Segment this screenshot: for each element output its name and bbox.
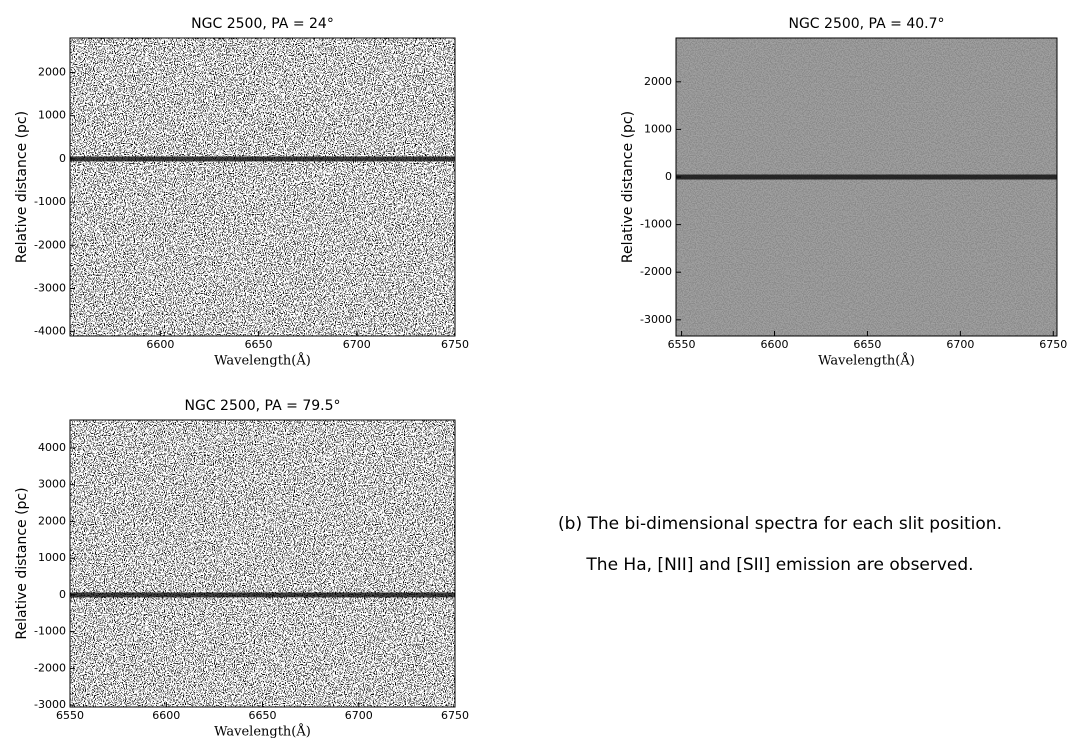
x-tick-label: 6700	[343, 338, 371, 351]
y-tick-label: -3000	[34, 698, 66, 711]
chart-title: NGC 2500, PA = 79.5°	[184, 398, 340, 414]
x-axis-label: Wavelength(Å)	[214, 724, 311, 740]
x-tick-label: 6550	[56, 709, 84, 722]
y-tick-label: 0	[59, 152, 66, 165]
chart-title: NGC 2500, PA = 40.7°	[788, 16, 944, 32]
y-tick-label: -1000	[34, 625, 66, 638]
x-tick-label: 6650	[249, 709, 277, 722]
x-axis-label: Wavelength(Å)	[214, 353, 311, 369]
y-tick-label: -4000	[34, 325, 66, 338]
plot-frame	[675, 37, 1058, 337]
plot-frame	[69, 37, 456, 337]
y-tick-label: -3000	[34, 281, 66, 294]
continuum-band	[676, 174, 1057, 180]
y-tick-label: 1000	[644, 122, 672, 135]
x-tick-label: 6650	[853, 338, 881, 351]
y-tick-label: 0	[665, 170, 672, 183]
y-tick-label: 2000	[644, 75, 672, 88]
continuum-band	[70, 156, 455, 162]
y-axis-label: Relative distance (pc)	[14, 111, 30, 263]
x-tick-label: 6600	[152, 709, 180, 722]
y-tick-label: 3000	[38, 478, 66, 491]
spectrum-noise	[676, 38, 1057, 336]
y-tick-label: -1000	[640, 218, 672, 231]
x-tick-label: 6600	[146, 338, 174, 351]
continuum-band	[70, 592, 455, 598]
caption-line: The Ha, [NII] and [SII] emission are obs…	[585, 555, 973, 575]
x-tick-label: 6650	[245, 338, 273, 351]
spectrum-noise	[70, 420, 455, 707]
x-tick-label: 6600	[761, 338, 789, 351]
y-tick-label: 2000	[38, 66, 66, 79]
spectrum-noise	[70, 38, 455, 336]
y-tick-label: -2000	[640, 265, 672, 278]
y-axis-label: Relative distance (pc)	[620, 111, 636, 263]
y-tick-label: 0	[59, 588, 66, 601]
y-axis-label: Relative distance (pc)	[14, 487, 30, 639]
x-tick-label: 6750	[1039, 338, 1067, 351]
chart-title: NGC 2500, PA = 24°	[191, 16, 334, 32]
x-tick-label: 6550	[668, 338, 696, 351]
y-tick-label: -3000	[640, 313, 672, 326]
x-tick-label: 6750	[441, 338, 469, 351]
x-tick-label: 6700	[946, 338, 974, 351]
y-tick-label: 1000	[38, 551, 66, 564]
caption-line: (b) The bi-dimensional spectra for each …	[558, 514, 1002, 534]
y-tick-label: 1000	[38, 109, 66, 122]
y-tick-label: 2000	[38, 514, 66, 527]
y-tick-label: -2000	[34, 238, 66, 251]
y-tick-label: -2000	[34, 661, 66, 674]
y-tick-label: 4000	[38, 441, 66, 454]
x-tick-label: 6750	[441, 709, 469, 722]
y-tick-label: -1000	[34, 195, 66, 208]
x-axis-label: Wavelength(Å)	[818, 353, 915, 369]
x-tick-label: 6700	[345, 709, 373, 722]
